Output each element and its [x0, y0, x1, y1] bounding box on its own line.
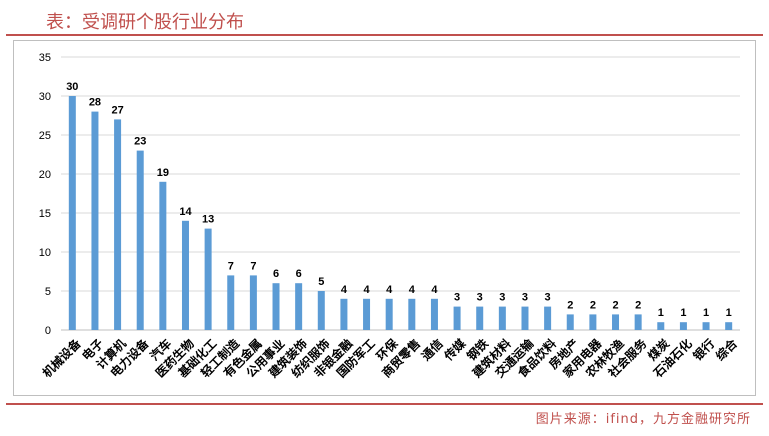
- y-tick-label: 30: [39, 91, 51, 103]
- data-label: 1: [726, 307, 732, 319]
- data-label: 2: [612, 299, 618, 311]
- page-title: 表：受调研个股行业分布: [46, 12, 244, 33]
- bar: [249, 275, 257, 330]
- bar: [159, 181, 167, 330]
- bar: [295, 283, 303, 330]
- y-tick-label: 35: [39, 52, 51, 64]
- data-label: 3: [454, 292, 460, 304]
- data-label: 23: [134, 136, 146, 148]
- title-divider: [6, 34, 763, 36]
- data-label: 13: [202, 214, 214, 226]
- bar: [181, 220, 189, 330]
- bar: [114, 119, 122, 331]
- data-label: 14: [179, 206, 192, 218]
- data-label: 2: [567, 299, 573, 311]
- data-label: 1: [680, 307, 686, 319]
- data-label: 27: [111, 104, 123, 116]
- data-label: 4: [341, 284, 348, 296]
- data-label: 4: [363, 284, 370, 296]
- data-label: 7: [228, 260, 234, 272]
- bar: [679, 322, 687, 330]
- bar: [317, 291, 325, 330]
- data-label: 4: [409, 284, 416, 296]
- bar: [363, 298, 371, 330]
- source-note: 图片来源：ifind，九方金融研究所: [535, 412, 751, 427]
- data-label: 19: [157, 167, 169, 179]
- bar: [272, 283, 280, 330]
- bar: [634, 314, 642, 330]
- bar: [476, 306, 484, 330]
- bar: [657, 322, 665, 330]
- bar: [227, 275, 235, 330]
- bar: [544, 306, 552, 330]
- bar: [589, 314, 597, 330]
- bar: [68, 96, 76, 330]
- bar: [430, 298, 438, 330]
- x-tick-label: 综合: [712, 335, 740, 363]
- bar: [702, 322, 710, 330]
- y-tick-label: 0: [45, 325, 51, 337]
- y-axis-ticks: 0 5 10 15 20 25 30 35: [39, 52, 51, 337]
- bar: [408, 298, 416, 330]
- x-tick-label: 银行: [690, 336, 718, 364]
- bar: [91, 111, 99, 330]
- bar: [136, 150, 144, 330]
- bar: [453, 306, 461, 330]
- bar: [521, 306, 529, 330]
- bar: [340, 298, 348, 330]
- y-tick-label: 10: [39, 247, 51, 259]
- data-label: 1: [703, 307, 709, 319]
- x-tick-label: 传媒: [440, 335, 469, 364]
- y-tick-label: 5: [45, 286, 51, 298]
- data-label: 7: [250, 260, 256, 272]
- data-label: 4: [431, 284, 438, 296]
- bar: [725, 322, 733, 330]
- data-label: 6: [273, 268, 279, 280]
- data-label: 6: [296, 268, 302, 280]
- x-axis-ticks: 机械设备电子计算机电力设备汽车医药生物基础化工轻工制造有色金属公用事业建筑装饰纺…: [39, 335, 741, 381]
- y-tick-label: 15: [39, 208, 51, 220]
- y-tick-label: 25: [39, 130, 51, 142]
- data-label: 1: [658, 307, 664, 319]
- data-label: 3: [477, 292, 483, 304]
- data-label: 5: [318, 276, 324, 288]
- data-label: 2: [635, 299, 641, 311]
- footer-divider: [6, 403, 763, 405]
- x-tick-label: 机械设备: [39, 335, 84, 380]
- data-labels: 30 28 27 23 19 14 13 7 7 6 6 5 4 4 4 4 4 3 3 3 3 3 2 2 2 2 1 1 1 1: [66, 81, 732, 319]
- bar: [204, 228, 212, 330]
- x-tick-label: 通信: [418, 336, 446, 364]
- y-tick-label: 20: [39, 169, 51, 181]
- data-label: 28: [89, 97, 101, 109]
- grid-lines: [61, 56, 740, 331]
- bar: [498, 306, 506, 330]
- data-label: 3: [545, 292, 551, 304]
- data-label: 2: [590, 299, 596, 311]
- bar: [385, 298, 393, 330]
- bar: [612, 314, 620, 330]
- data-label: 3: [522, 292, 528, 304]
- bars: [68, 96, 733, 331]
- data-label: 3: [499, 292, 505, 304]
- data-label: 30: [66, 81, 78, 93]
- bar: [566, 314, 574, 330]
- data-label: 4: [386, 284, 393, 296]
